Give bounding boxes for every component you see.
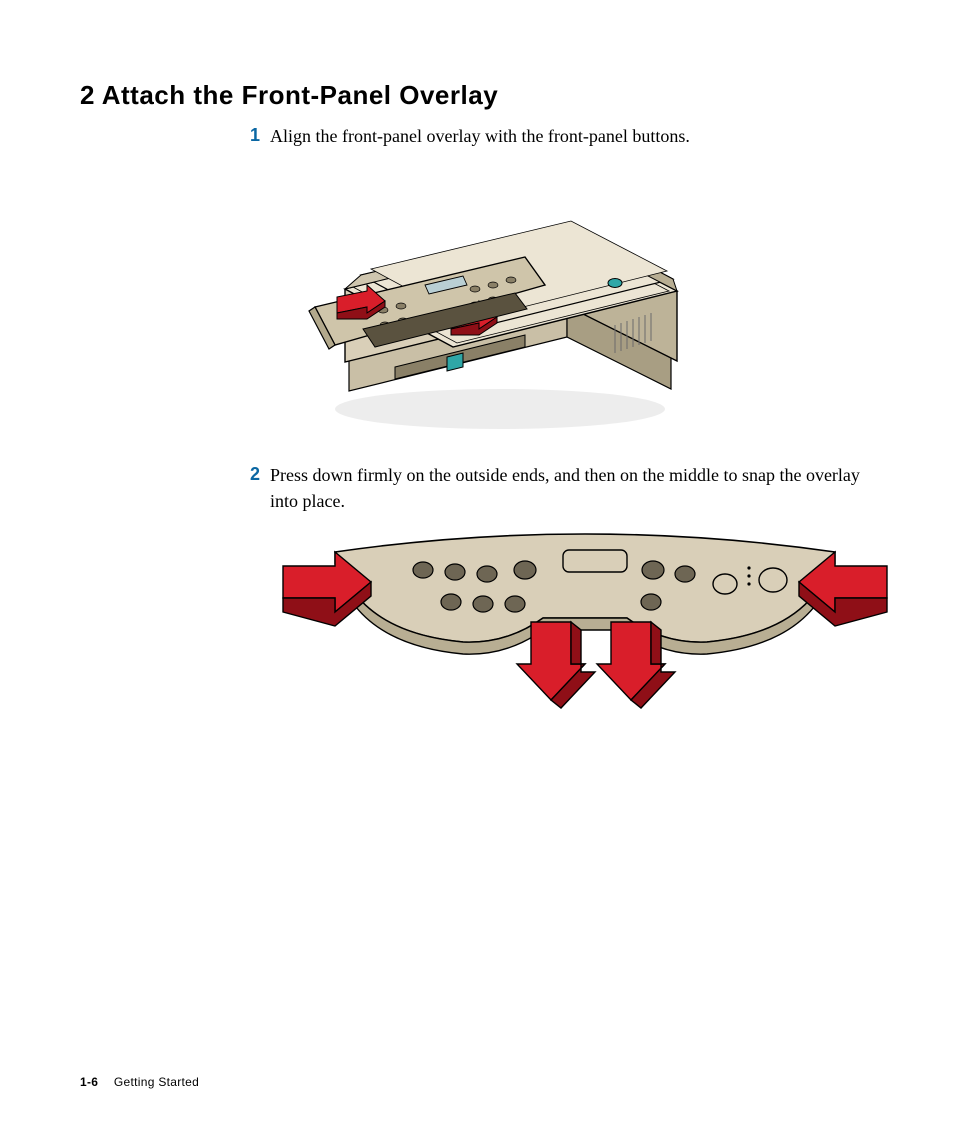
figure-printer [275, 157, 874, 442]
overlay-illustration [275, 522, 895, 722]
step-text: Press down firmly on the outside ends, a… [270, 462, 874, 514]
step-text: Align the front-panel overlay with the f… [270, 123, 690, 149]
chapter-label: Getting Started [114, 1075, 199, 1089]
figure-overlay [275, 522, 874, 727]
step-number: 1 [250, 123, 260, 148]
section-title-text: Attach the Front-Panel Overlay [102, 80, 498, 110]
section-heading: 2 Attach the Front-Panel Overlay [80, 80, 874, 111]
step-1: 1 Align the front-panel overlay with the… [250, 123, 874, 149]
page-number: 1-6 [80, 1075, 98, 1089]
section-number: 2 [80, 80, 95, 110]
step-number: 2 [250, 462, 260, 487]
manual-page: 2 Attach the Front-Panel Overlay 1 Align… [0, 0, 954, 1145]
page-footer: 1-6 Getting Started [80, 1075, 199, 1089]
printer-illustration [275, 157, 695, 437]
step-2: 2 Press down firmly on the outside ends,… [250, 462, 874, 514]
